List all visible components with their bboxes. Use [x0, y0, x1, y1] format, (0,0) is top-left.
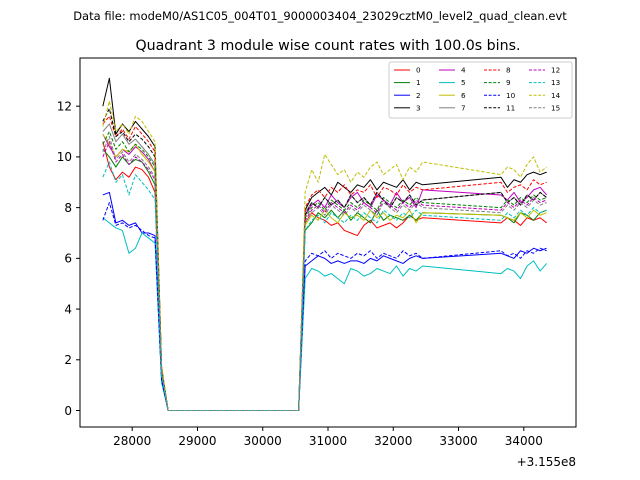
series-line-9 — [102, 131, 547, 412]
chart-title: Quadrant 3 module wise count rates with … — [135, 38, 520, 54]
x-axis: 28000 29000 30000 31000 32000 33000 34000 — [113, 427, 543, 448]
legend-label-9: 9 — [506, 78, 511, 87]
y-axis: 0 2 4 6 8 10 12 — [57, 99, 80, 418]
y-tick-label: 12 — [57, 99, 72, 113]
series-line-13 — [102, 161, 547, 412]
legend-label-12: 12 — [551, 66, 560, 75]
x-tick-label: 29000 — [178, 434, 216, 448]
series-line-7 — [102, 123, 547, 412]
series-line-10 — [102, 202, 547, 412]
series-line-15 — [102, 136, 547, 412]
y-tick-label: 10 — [57, 150, 72, 164]
legend-box — [388, 61, 573, 119]
legend-label-6: 6 — [461, 91, 466, 100]
series-line-2 — [102, 191, 547, 412]
series-line-4 — [102, 133, 548, 412]
series-line-8 — [102, 115, 547, 412]
x-tick-label: 28000 — [113, 434, 151, 448]
suptitle: Data file: modeM0/AS1C05_004T01_90000034… — [73, 9, 567, 23]
legend-label-11: 11 — [506, 103, 515, 112]
x-tick-label: 34000 — [505, 434, 543, 448]
legend-label-14: 14 — [551, 91, 561, 100]
x-tick-label: 32000 — [374, 434, 412, 448]
x-tick-label: 30000 — [244, 434, 282, 448]
series-line-6 — [102, 133, 547, 412]
legend-label-3: 3 — [416, 103, 421, 112]
series-line-11 — [102, 108, 547, 412]
x-offset-label: +3.155e8 — [517, 455, 576, 469]
series-line-3 — [102, 77, 547, 412]
y-tick-label: 0 — [64, 404, 72, 418]
legend-label-1: 1 — [416, 78, 421, 87]
legend-label-2: 2 — [416, 91, 421, 100]
series-line-5 — [102, 217, 548, 412]
legend-label-10: 10 — [506, 91, 516, 100]
legend-label-7: 7 — [461, 103, 466, 112]
legend-label-0: 0 — [416, 66, 421, 75]
legend-label-13: 13 — [551, 78, 560, 87]
legend-label-8: 8 — [506, 66, 511, 75]
series-line-14 — [102, 100, 547, 412]
legend-label-5: 5 — [461, 78, 466, 87]
y-tick-label: 2 — [64, 353, 72, 367]
legend-label-4: 4 — [461, 66, 466, 75]
series-line-12 — [102, 141, 547, 412]
legend-label-15: 15 — [551, 103, 560, 112]
y-tick-label: 6 — [64, 252, 72, 266]
y-tick-label: 4 — [64, 302, 72, 316]
y-tick-label: 8 — [64, 201, 72, 215]
x-tick-label: 33000 — [439, 434, 477, 448]
series-layer — [102, 77, 548, 412]
x-tick-label: 31000 — [309, 434, 347, 448]
series-line-1 — [102, 148, 547, 412]
